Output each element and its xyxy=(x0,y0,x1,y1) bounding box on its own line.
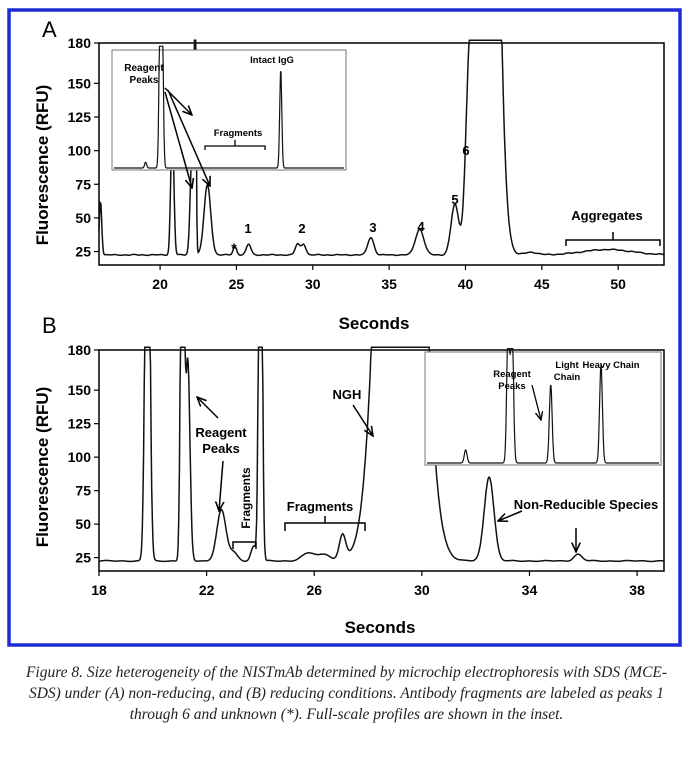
arrow-a-reagent-1 xyxy=(164,91,192,188)
panel-b-xlabel: Seconds xyxy=(345,618,416,637)
figure-frame xyxy=(7,8,682,647)
inset-a-intact-label: Intact IgG xyxy=(250,55,294,66)
panel-b-trace xyxy=(98,346,664,563)
panel-a-inset: Reagent Peaks Intact IgG Fragments xyxy=(111,45,347,171)
arrow-b-ngh xyxy=(352,404,373,436)
y-tick-label: 75 xyxy=(75,483,91,499)
x-tick-label: 25 xyxy=(229,276,245,292)
x-tick-label: 30 xyxy=(414,582,430,598)
y-tick-label: 50 xyxy=(75,516,91,532)
peak-label-star: * xyxy=(231,240,237,256)
x-tick-label: 45 xyxy=(534,276,550,292)
peak-label-3: 3 xyxy=(369,220,376,235)
b-nonreducible-label: Non-Reducible Species xyxy=(514,497,658,512)
panel-a-xlabel: Seconds xyxy=(339,314,410,333)
panel-b-inset: Reagent Peaks Light Chain Heavy Chain xyxy=(424,348,662,466)
plot-frame xyxy=(98,349,665,572)
x-tick-label: 38 xyxy=(629,582,645,598)
x-tick-label: 35 xyxy=(381,276,397,292)
inset-a-reagent-label-2: Peaks xyxy=(130,75,159,86)
b-fragments-small-bracket xyxy=(232,541,257,549)
inset-b-reagent-label-1: Reagent xyxy=(493,369,531,380)
x-tick-label: 22 xyxy=(199,582,215,598)
inset-b-heavy-label: Heavy Chain xyxy=(582,360,639,371)
x-tick-label: 50 xyxy=(610,276,626,292)
y-tick-label: 25 xyxy=(75,550,91,566)
panel-a-inset-trace xyxy=(114,45,344,169)
x-tick-label: 20 xyxy=(152,276,168,292)
panel-a-ylabel: Fluorescence (RFU) xyxy=(33,85,52,246)
inset-b-light-label-1: Light xyxy=(555,360,579,371)
inset-a-reagent-label-1: Reagent xyxy=(124,63,164,74)
panel-b-ylabel: Fluorescence (RFU) xyxy=(33,387,52,548)
y-tick-label: 150 xyxy=(68,382,92,398)
y-tick-label: 75 xyxy=(75,176,91,192)
arrow-b-reagent-down xyxy=(219,460,223,511)
arrow-b-reagent-up xyxy=(197,397,219,419)
b-reagent-label-2: Peaks xyxy=(202,441,240,456)
peak-label-6: 6 xyxy=(462,143,469,158)
peak-label-4: 4 xyxy=(417,219,425,234)
y-tick-label: 100 xyxy=(68,449,92,465)
peak-label-2: 2 xyxy=(298,221,305,236)
inset-b-reagent-label-2: Peaks xyxy=(498,381,525,392)
y-tick-label: 100 xyxy=(68,143,92,159)
b-ngh-label: NGH xyxy=(333,387,362,402)
peak-label-1: 1 xyxy=(244,221,251,236)
x-tick-label: 26 xyxy=(306,582,322,598)
inset-a-fragments-label: Fragments xyxy=(214,128,263,139)
b-fragments-vertical-label: Fragments xyxy=(239,467,253,529)
y-tick-label: 125 xyxy=(68,416,92,432)
x-tick-label: 18 xyxy=(91,582,107,598)
b-fragments-bracket xyxy=(284,516,366,531)
y-tick-label: 150 xyxy=(68,75,92,91)
y-tick-label: 180 xyxy=(68,342,92,358)
panel-b-inset-trace xyxy=(427,348,659,464)
x-tick-label: 30 xyxy=(305,276,321,292)
y-tick-label: 25 xyxy=(75,244,91,260)
y-tick-label: 50 xyxy=(75,210,91,226)
arrow-a-reagent-3 xyxy=(164,87,192,115)
inset-b-reagent-arrow xyxy=(531,384,541,420)
aggregates-bracket xyxy=(565,232,661,246)
panel-a-label: A xyxy=(42,17,57,42)
aggregates-label: Aggregates xyxy=(571,208,643,223)
plot-frame xyxy=(98,42,665,266)
inset-a-fragments-bracket xyxy=(204,140,266,150)
x-tick-label: 34 xyxy=(522,582,538,598)
x-tick-label: 40 xyxy=(458,276,474,292)
b-reagent-label-1: Reagent xyxy=(195,425,247,440)
panel-b-axes: 25 50 75 100 125 150 180 18 22 26 30 34 38 xyxy=(68,342,665,598)
inset-b-light-label-2: Chain xyxy=(554,372,581,383)
peak-label-5: 5 xyxy=(451,192,458,207)
panel-b-label: B xyxy=(42,313,57,338)
b-fragments-label: Fragments xyxy=(287,499,353,514)
arrow-b-nonreducible-left xyxy=(498,510,523,521)
y-tick-label: 125 xyxy=(68,109,92,125)
y-tick-label: 180 xyxy=(68,35,92,51)
figure-caption: Figure 8. Size heterogeneity of the NIST… xyxy=(25,664,668,723)
panel-b: B 25 50 75 100 125 150 180 18 22 26 30 34 38 Reagent… xyxy=(33,313,665,637)
arrow-a-reagent-2 xyxy=(167,89,210,186)
